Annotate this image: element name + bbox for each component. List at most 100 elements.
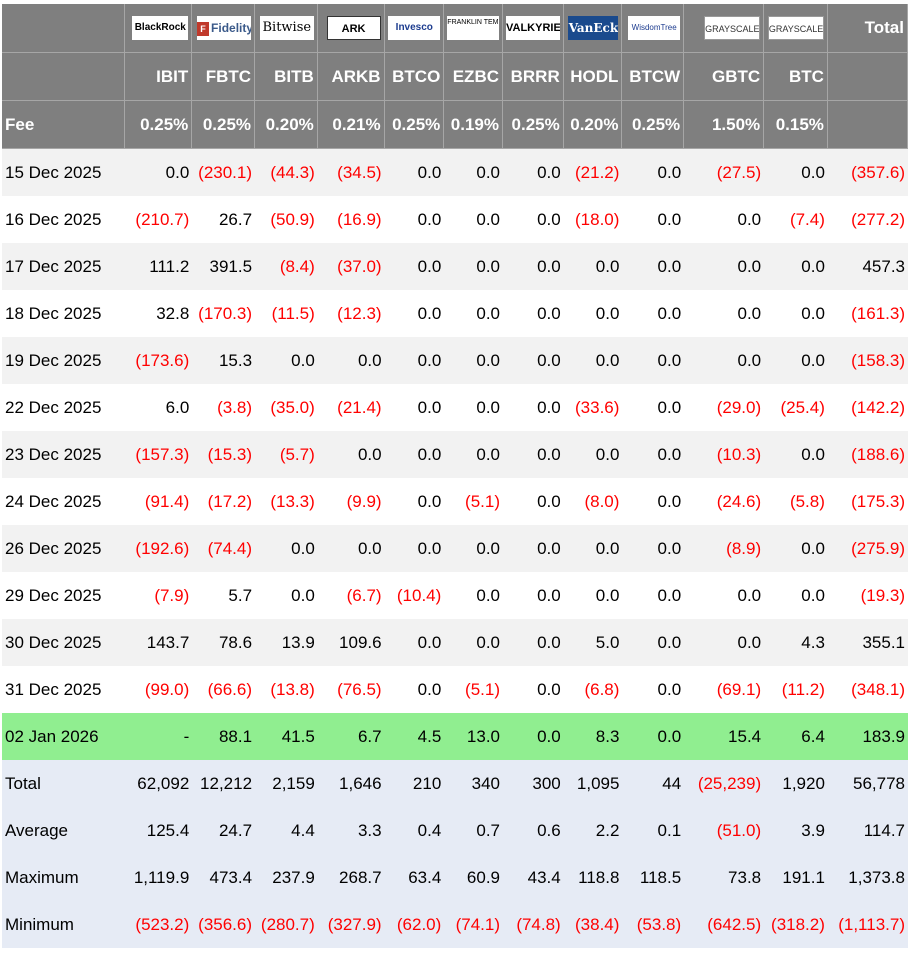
flow-value-cell: (18.0): [563, 196, 623, 243]
flow-value-cell: 0.0: [684, 290, 765, 337]
flow-value-cell: 125.4: [125, 807, 193, 854]
flow-value-cell: 237.9: [255, 854, 318, 901]
flow-value-cell: 0.0: [503, 337, 564, 384]
flow-value-cell: (356.6): [192, 901, 256, 948]
flow-value-cell: 0.0: [563, 243, 623, 290]
flow-value-cell: 62,092: [125, 760, 193, 807]
flow-value-cell: 118.5: [622, 854, 685, 901]
flow-value-cell: 0.0: [684, 196, 765, 243]
flow-value-cell: (76.5): [317, 666, 385, 713]
flow-value-cell: 0.0: [503, 478, 564, 525]
total-cell: (188.6): [827, 431, 908, 478]
flow-value-cell: 0.0: [255, 525, 318, 572]
flow-value-cell: 0.0: [622, 196, 685, 243]
flow-value-cell: 60.9: [444, 854, 503, 901]
flow-value-cell: 1,095: [563, 760, 623, 807]
flow-value-cell: 0.0: [255, 572, 318, 619]
flow-value-cell: 15.4: [684, 713, 765, 760]
flow-value-cell: (318.2): [764, 901, 828, 948]
flow-value-cell: (6.8): [563, 666, 623, 713]
flow-value-cell: 0.0: [684, 243, 765, 290]
fee-cell: 0.21%: [317, 101, 385, 149]
flow-value-cell: 78.6: [192, 619, 256, 666]
flow-value-cell: 300: [503, 760, 564, 807]
ticker-cell: BTCO: [384, 53, 445, 101]
flow-value-cell: 0.0: [444, 572, 503, 619]
flow-value-cell: 0.0: [384, 619, 445, 666]
flow-value-cell: (13.3): [255, 478, 318, 525]
flow-value-cell: (10.3): [684, 431, 765, 478]
fund-logo-fidelity: F Fidelity: [192, 4, 256, 53]
flow-value-cell: (3.8): [192, 384, 256, 431]
flow-value-cell: (12.3): [317, 290, 385, 337]
flow-value-cell: 0.1: [622, 807, 685, 854]
flow-value-cell: 0.0: [384, 149, 445, 196]
flow-value-cell: (62.0): [384, 901, 445, 948]
flow-value-cell: 5.0: [563, 619, 623, 666]
ticker-cell: BTC: [764, 53, 828, 101]
flow-value-cell: 4.4: [255, 807, 318, 854]
total-cell: (357.6): [827, 149, 908, 196]
flow-value-cell: (9.9): [317, 478, 385, 525]
date-cell: 22 Dec 2025: [2, 384, 126, 431]
flow-value-cell: 0.0: [563, 431, 623, 478]
ticker-cell: IBIT: [125, 53, 193, 101]
flow-value-cell: (5.7): [255, 431, 318, 478]
table-row: 24 Dec 2025 (91.4) (17.2) (13.3) (9.9) 0.0 (5.…: [2, 478, 908, 525]
flow-value-cell: 0.0: [503, 243, 564, 290]
flow-value-cell: 0.0: [764, 243, 828, 290]
flow-value-cell: (7.4): [764, 196, 828, 243]
flow-value-cell: (15.3): [192, 431, 256, 478]
flow-value-cell: 0.0: [384, 337, 445, 384]
flow-value-cell: 1,646: [317, 760, 385, 807]
flow-value-cell: (66.6): [192, 666, 256, 713]
flow-value-cell: 26.7: [192, 196, 256, 243]
flow-value-cell: 118.8: [563, 854, 623, 901]
flow-value-cell: 0.0: [444, 196, 503, 243]
fee-row-label: Fee: [2, 101, 126, 149]
ticker-row: IBIT FBTC BITB ARKB BTCO EZBC BRRR HODL …: [2, 53, 908, 101]
flow-value-cell: 0.0: [125, 149, 193, 196]
flow-value-cell: 6.4: [764, 713, 828, 760]
flow-value-cell: 0.0: [384, 666, 445, 713]
summary-row: Maximum 1,119.9 473.4 237.9 268.7 63.4 60.9 43.…: [2, 854, 908, 901]
flow-value-cell: (24.6): [684, 478, 765, 525]
flow-value-cell: 3.3: [317, 807, 385, 854]
total-cell: (275.9): [827, 525, 908, 572]
flow-value-cell: 0.6: [503, 807, 564, 854]
bitwise-logo-icon: Bitwise: [259, 16, 314, 40]
fidelity-badge-icon: F: [197, 21, 210, 36]
flow-value-cell: 0.0: [444, 337, 503, 384]
summary-label: Maximum: [2, 854, 126, 901]
date-cell: 30 Dec 2025: [2, 619, 126, 666]
flow-value-cell: 88.1: [192, 713, 256, 760]
flow-value-cell: 0.0: [622, 243, 685, 290]
ticker-cell-total: [827, 53, 908, 101]
summary-body: Total 62,092 12,212 2,159 1,646 210 340 300 1,09…: [2, 760, 908, 948]
table-row: 17 Dec 2025 111.2 391.5 (8.4) (37.0) 0.0 0.0 0.…: [2, 243, 908, 290]
flow-value-cell: 0.0: [384, 478, 445, 525]
summary-label: Total: [2, 760, 126, 807]
flow-value-cell: 0.0: [384, 243, 445, 290]
table-row: 02 Jan 2026-88.1 41.5 6.7 4.5 13.0 0.0 8.3 0.0 1…: [2, 713, 908, 760]
flow-value-cell: 73.8: [684, 854, 765, 901]
flow-value-cell: 0.0: [622, 431, 685, 478]
flow-value-cell: (173.6): [125, 337, 193, 384]
invesco-logo-icon: Invesco: [388, 16, 441, 40]
ticker-cell: BTCW: [622, 53, 685, 101]
flow-value-cell: 6.7: [317, 713, 385, 760]
flow-value-cell: (91.4): [125, 478, 193, 525]
date-cell: 15 Dec 2025: [2, 149, 126, 196]
flow-value-cell: (25,239): [684, 760, 765, 807]
total-cell: (158.3): [827, 337, 908, 384]
flow-value-cell: 0.0: [563, 572, 623, 619]
fee-cell: 0.20%: [255, 101, 318, 149]
total-cell: 457.3: [827, 243, 908, 290]
flow-value-cell: (230.1): [192, 149, 256, 196]
total-cell: 1,373.8: [827, 854, 908, 901]
flow-value-cell: 143.7: [125, 619, 193, 666]
fee-cell: 0.19%: [444, 101, 503, 149]
fidelity-logo-text: Fidelity: [211, 21, 252, 35]
flow-value-cell: (523.2): [125, 901, 193, 948]
fee-cell: 1.50%: [684, 101, 765, 149]
